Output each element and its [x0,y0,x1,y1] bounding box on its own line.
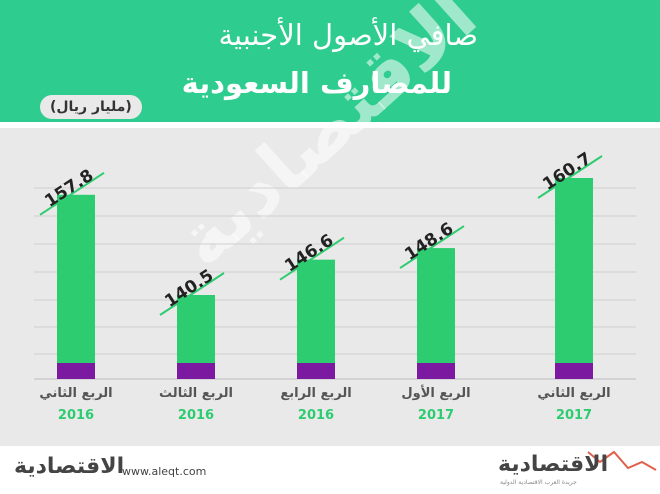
bar-2 [297,259,335,363]
bar-4 [555,178,593,363]
value-leader-line [159,272,225,316]
bar-base-4 [555,363,593,379]
bar-base-0 [57,363,95,379]
footer-logo-right: الاقتصادية [498,452,609,477]
x-tick-label-quarter: الربع الأول [401,384,470,401]
bar-base-2 [297,363,335,379]
bar-base-1 [177,363,215,379]
x-tick-label-quarter: الربع الرابع [280,386,351,401]
x-tick-label-quarter: الربع الثاني [39,386,112,401]
value-leader-line [537,155,603,199]
footer-logo-left: الاقتصادية [14,454,125,479]
bar-3 [417,248,455,363]
x-tick-label-year: 2016 [178,408,214,423]
logo-trend-line [587,450,657,471]
x-tick-label-year: 2016 [298,408,334,423]
x-tick-label-year: 2016 [58,408,94,423]
unit-label: (مليار ريال) [40,95,142,119]
chart-title-line1: صافي الأصول الأجنبية [218,18,478,52]
bar-base-3 [417,363,455,379]
x-tick-label-year: 2017 [418,408,454,423]
bars-group [57,178,593,379]
bar-0 [57,194,95,363]
bar-1 [177,295,215,363]
chart-title-line2: للمصارف السعودية [181,66,452,100]
value-leader-line [279,236,345,281]
x-tick-label-quarter: الربع الثاني [537,386,610,401]
footer-url[interactable]: www.aleqt.com [122,465,207,478]
footer-logo-subtitle: جريدة العرب الاقتصادية الدولية [500,479,577,486]
x-tick-label-quarter: الربع الثالث [159,386,233,401]
value-leader-line [39,171,105,216]
x-tick-label-year: 2017 [556,408,592,423]
value-leader-line [399,225,465,269]
